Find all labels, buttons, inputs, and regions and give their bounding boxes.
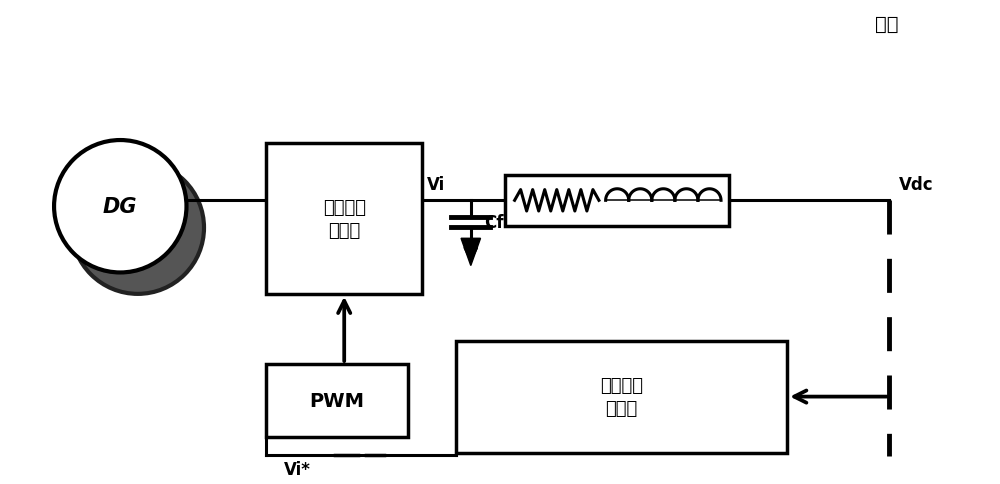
FancyBboxPatch shape: [456, 341, 787, 453]
Text: 电力电子
变换器: 电力电子 变换器: [323, 198, 366, 240]
FancyBboxPatch shape: [266, 364, 408, 437]
Text: Vi*: Vi*: [284, 460, 311, 478]
FancyBboxPatch shape: [505, 176, 729, 226]
FancyBboxPatch shape: [266, 144, 422, 294]
Text: Vdc: Vdc: [899, 176, 934, 194]
Text: PWM: PWM: [309, 391, 364, 410]
Text: 微网: 微网: [875, 15, 898, 34]
Circle shape: [54, 141, 186, 273]
Text: 模糊滑模
控制器: 模糊滑模 控制器: [600, 376, 643, 418]
Text: Cf: Cf: [484, 213, 504, 231]
Circle shape: [72, 162, 204, 294]
Text: Vi: Vi: [427, 176, 445, 194]
Polygon shape: [461, 239, 481, 266]
Text: DG: DG: [103, 197, 138, 217]
